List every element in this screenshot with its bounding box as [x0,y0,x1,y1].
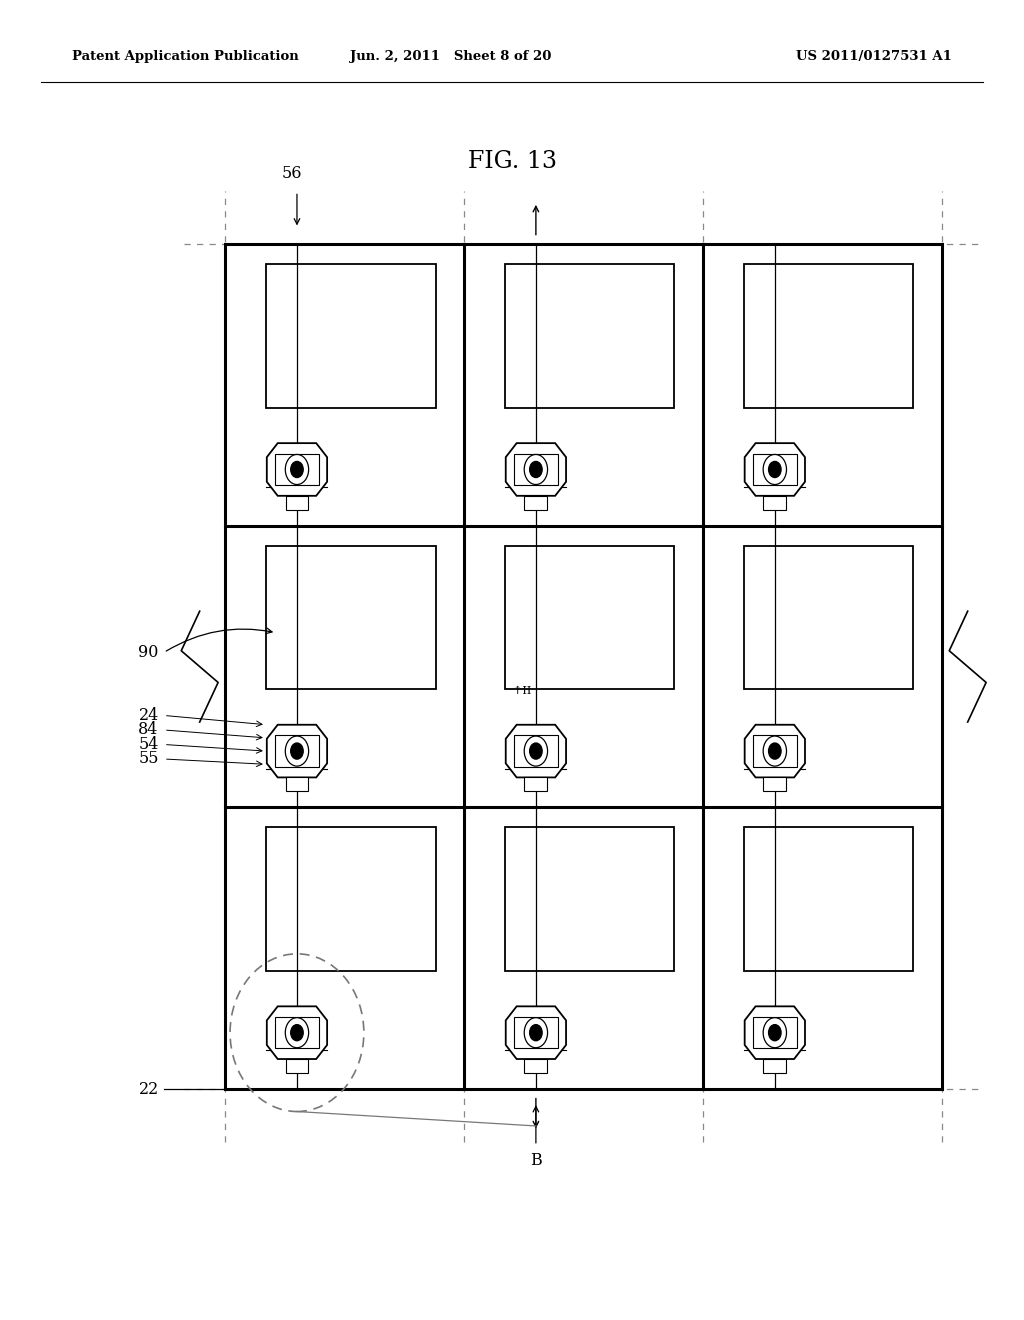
Text: 22: 22 [138,1081,159,1097]
Bar [266,545,435,689]
Text: B: B [530,1152,542,1170]
Bar [743,545,913,689]
Text: ↑II ': ↑II ' [513,686,539,696]
Text: 90: 90 [138,644,159,661]
Polygon shape [744,1006,805,1059]
Circle shape [529,462,542,478]
Text: Patent Application Publication: Patent Application Publication [72,50,298,63]
Circle shape [769,1024,781,1040]
Polygon shape [744,725,805,777]
Text: 54: 54 [138,737,159,752]
Bar [286,777,308,792]
Polygon shape [267,1006,327,1059]
Bar [266,828,435,970]
Text: 56: 56 [282,165,302,182]
Bar [753,454,797,486]
Bar [275,735,318,767]
Bar [753,735,797,767]
Polygon shape [267,444,327,496]
Text: US 2011/0127531 A1: US 2011/0127531 A1 [797,50,952,63]
Polygon shape [506,444,566,496]
Circle shape [291,1024,303,1040]
Bar [763,777,786,792]
Bar [225,244,942,1089]
Bar [524,1059,548,1073]
Bar [743,828,913,970]
Text: 84: 84 [138,722,159,738]
Bar [286,496,308,510]
Circle shape [291,462,303,478]
Bar [505,828,675,970]
Bar [763,1059,786,1073]
Bar [743,264,913,408]
Bar [524,496,548,510]
Bar [524,777,548,792]
Bar [275,1016,318,1048]
Polygon shape [267,725,327,777]
Circle shape [529,1024,542,1040]
Circle shape [291,743,303,759]
Bar [514,454,558,486]
Text: Jun. 2, 2011   Sheet 8 of 20: Jun. 2, 2011 Sheet 8 of 20 [350,50,551,63]
Bar [286,1059,308,1073]
Bar [763,496,786,510]
Polygon shape [506,725,566,777]
Circle shape [769,743,781,759]
Polygon shape [744,444,805,496]
Bar [266,264,435,408]
Circle shape [529,743,542,759]
Text: FIG. 13: FIG. 13 [468,149,556,173]
Bar [505,545,675,689]
Bar [275,454,318,486]
Polygon shape [506,1006,566,1059]
Bar [514,735,558,767]
Bar [753,1016,797,1048]
Bar [514,1016,558,1048]
Text: 24: 24 [138,708,159,723]
Text: 55: 55 [138,751,159,767]
Bar [505,264,675,408]
Circle shape [769,462,781,478]
